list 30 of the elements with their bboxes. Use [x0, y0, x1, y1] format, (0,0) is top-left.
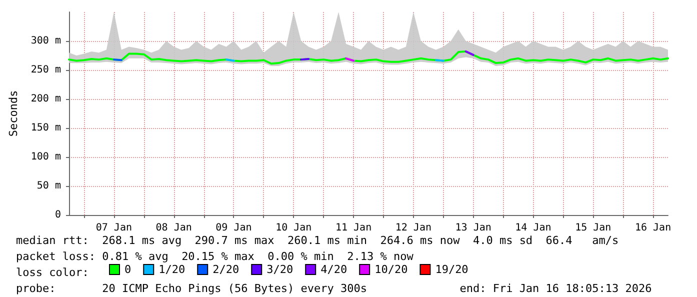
x-tick-label: 16 Jan — [634, 222, 672, 234]
legend-label: 0 — [124, 263, 132, 276]
x-tick-label: 13 Jan — [455, 222, 492, 234]
legend-label: 2/20 — [212, 263, 240, 276]
legend-title: loss color: — [16, 266, 89, 279]
y-tick-label: 50 m — [36, 180, 61, 192]
text: probe: 20 ICMP Echo Pings (56 Bytes) every 300s end: Fri Jan 16 18:05:13 2026 — [16, 282, 652, 295]
text: packet loss: 0.81 % avg 20.15 % max 0.00 % min 2.13 % now — [16, 250, 414, 263]
y-tick-label: 300 m — [30, 36, 61, 46]
legend-label: 4/20 — [320, 263, 348, 276]
x-tick-label: 11 Jan — [335, 222, 372, 234]
legend-label: 19/20 — [435, 263, 468, 276]
text: median rtt: 268.1 ms avg 290.7 ms max 260.1 ms min 264.6 ms now 4.0 ms sd 66.4 am/s — [16, 234, 619, 247]
x-tick-label: 08 Jan — [156, 222, 192, 234]
line-series — [68, 50, 669, 65]
x-tick-label: 07 Jan — [96, 222, 132, 234]
y-tick-label: 250 m — [30, 64, 61, 76]
legend-label: 1/20 — [158, 263, 186, 276]
y-tick-label: 0 — [54, 210, 61, 220]
y-tick-label: 100 m — [30, 152, 61, 162]
x-tick-label: 09 Jan — [216, 222, 252, 234]
legend-label: 10/20 — [374, 263, 408, 276]
y-tick-label: 150 m — [30, 122, 61, 134]
y-tick-label: 200 m — [30, 94, 61, 104]
x-tick-label: 12 Jan — [395, 222, 432, 234]
legend-label: 3/20 — [266, 263, 294, 276]
x-tick-label: 15 Jan — [575, 222, 612, 234]
x-tick-label: 10 Jan — [276, 222, 312, 234]
y-axis-title: Seconds — [7, 90, 20, 137]
x-tick-label: 14 Jan — [515, 222, 552, 234]
